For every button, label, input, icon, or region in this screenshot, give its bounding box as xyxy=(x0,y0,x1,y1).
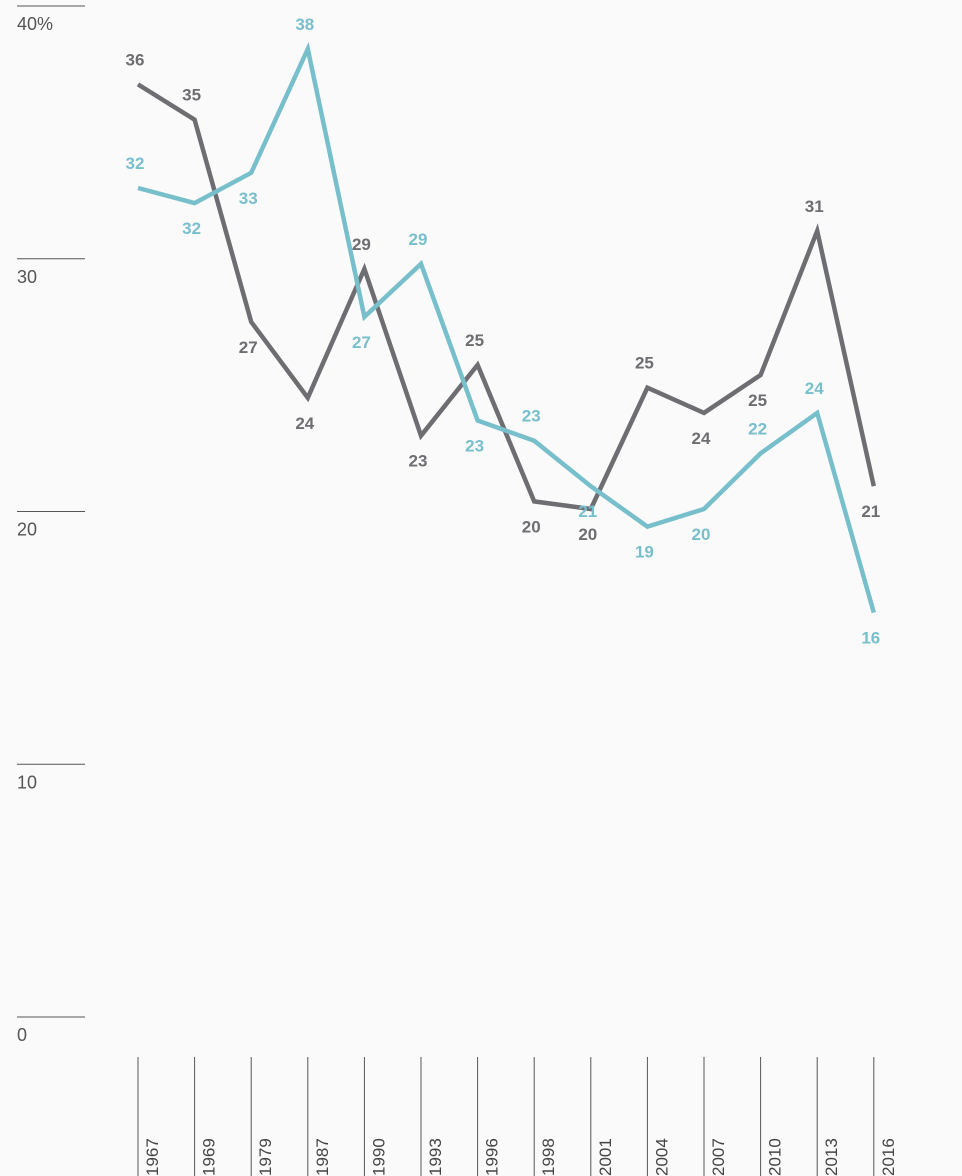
data-label: 22 xyxy=(748,419,767,438)
series-line-1 xyxy=(136,82,876,512)
data-label: 27 xyxy=(239,338,258,357)
x-axis: 1967 1969 1979 1987 1990 1993 1996 1998 2001 2004… xyxy=(137,1057,898,1176)
data-label: 38 xyxy=(295,15,314,34)
x-tick-label: 1998 xyxy=(539,1138,558,1176)
data-label: 32 xyxy=(182,219,201,238)
data-label: 29 xyxy=(409,230,428,249)
x-tick-label: 1996 xyxy=(483,1138,502,1176)
x-tick-label: 1969 xyxy=(200,1138,219,1176)
data-label: 36 xyxy=(126,50,145,69)
x-tick-label: 1990 xyxy=(369,1138,388,1176)
x-tick-label: 1967 xyxy=(143,1138,162,1176)
data-label: 20 xyxy=(578,525,597,544)
data-label: 21 xyxy=(861,502,880,521)
x-tick-label: 1987 xyxy=(313,1138,332,1176)
data-labels: 36 35 27 24 29 23 25 20 20 25 24 25 31 21 32 32 33 38 27 29… xyxy=(126,15,881,648)
series-line-2 xyxy=(137,41,876,614)
data-label: 23 xyxy=(409,452,428,471)
y-tick-label: 20 xyxy=(17,520,37,540)
data-label: 20 xyxy=(522,517,541,536)
data-label: 32 xyxy=(126,154,145,173)
data-label: 21 xyxy=(578,502,597,521)
data-label: 23 xyxy=(522,407,541,426)
y-tick-label: 40% xyxy=(17,14,53,34)
data-label: 25 xyxy=(635,354,654,373)
x-tick-label: 1993 xyxy=(426,1138,445,1176)
y-tick-label: 0 xyxy=(17,1025,27,1045)
x-tick-label: 2016 xyxy=(879,1138,898,1176)
data-label: 25 xyxy=(748,391,767,410)
x-tick-label: 2001 xyxy=(596,1138,615,1176)
data-label: 29 xyxy=(352,235,371,254)
data-label: 24 xyxy=(295,414,314,433)
data-label: 19 xyxy=(635,543,654,562)
x-tick-label: 2007 xyxy=(709,1138,728,1176)
data-label: 31 xyxy=(805,197,824,216)
y-tick-label: 10 xyxy=(17,772,37,792)
data-label: 24 xyxy=(805,379,824,398)
data-label: 35 xyxy=(182,86,201,105)
series-lines xyxy=(136,41,876,614)
data-label: 20 xyxy=(692,525,711,544)
y-tick-label: 30 xyxy=(17,267,37,287)
data-label: 24 xyxy=(692,429,711,448)
y-axis: 0 10 20 30 40% xyxy=(17,5,85,1045)
data-label: 16 xyxy=(861,629,880,648)
data-label: 23 xyxy=(465,437,484,456)
x-tick-label: 2013 xyxy=(822,1138,841,1176)
x-tick-label: 1979 xyxy=(256,1138,275,1176)
data-label: 25 xyxy=(465,331,484,350)
data-label: 33 xyxy=(239,189,258,208)
x-tick-label: 2004 xyxy=(652,1138,671,1176)
x-tick-label: 2010 xyxy=(766,1138,785,1176)
data-label: 27 xyxy=(352,333,371,352)
